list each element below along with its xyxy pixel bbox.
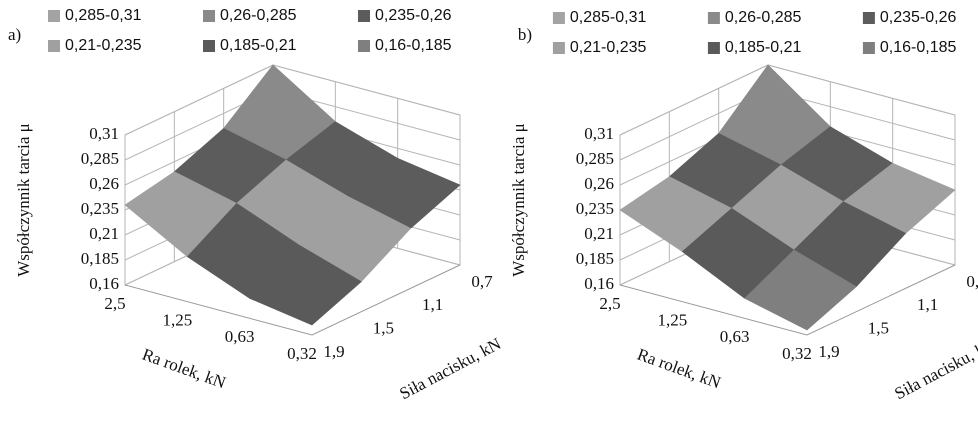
z-tick-label: 0,185 (81, 249, 119, 268)
z-tick-label: 0,185 (576, 249, 614, 268)
legend-swatch (358, 40, 370, 52)
z-tick-label: 0,16 (584, 274, 614, 293)
y-axis-title: Siła nacisku, kN (891, 334, 978, 403)
surface-cell (744, 249, 857, 331)
y-tick-label: 1,5 (868, 319, 889, 338)
z-tick-label: 0,235 (81, 199, 119, 218)
legend-label: 0,185-0,21 (220, 37, 297, 54)
z-tick-label: 0,26 (89, 174, 119, 193)
panel-label: b) (518, 25, 532, 44)
z-axis-title: Współczynnik tarcia μ (14, 123, 33, 277)
legend-label: 0,26-0,285 (220, 7, 297, 24)
legend-label: 0,285-0,31 (65, 7, 142, 24)
legend-swatch (552, 42, 565, 54)
legend-swatch (48, 10, 60, 22)
z-tick-label: 0,31 (584, 124, 614, 143)
legend-label: 0,16-0,185 (880, 39, 957, 56)
z-tick-label: 0,26 (584, 174, 614, 193)
y-tick-label: 1,5 (373, 319, 394, 338)
x-axis-title: Ra rolek, kN (140, 345, 229, 393)
y-tick-label: 0,7 (471, 272, 493, 291)
legend-swatch (358, 10, 370, 22)
x-axis-title: Ra rolek, kN (635, 345, 724, 393)
legend-swatch (203, 40, 215, 52)
legend-swatch (707, 42, 720, 54)
x-tick-label: 0,63 (225, 327, 255, 346)
legend-swatch (862, 12, 875, 24)
y-tick-label: 1,9 (818, 342, 839, 361)
z-tick-label: 0,285 (576, 149, 614, 168)
x-tick-label: 2,5 (104, 294, 125, 313)
x-tick-label: 1,25 (657, 311, 687, 330)
panel-label: a) (8, 25, 21, 44)
legend-label: 0,26-0,285 (725, 9, 802, 26)
y-tick-label: 1,9 (323, 342, 344, 361)
legend-swatch (707, 12, 720, 24)
y-tick-label: 1,1 (422, 295, 443, 314)
x-tick-label: 0,32 (287, 344, 317, 363)
z-axis-title: Współczynnik tarcia μ (509, 123, 528, 277)
axis-line (619, 264, 956, 336)
legend-label: 0,185-0,21 (725, 39, 802, 56)
legend-label: 0,16-0,185 (375, 37, 452, 54)
z-tick-label: 0,21 (584, 224, 614, 243)
legend-label: 0,235-0,26 (880, 9, 957, 26)
legend-label: 0,235-0,26 (375, 7, 452, 24)
y-tick-label: 0,7 (966, 272, 978, 291)
x-tick-label: 1,25 (162, 311, 192, 330)
y-axis-title: Siła nacisku, kN (396, 334, 504, 403)
legend-swatch (862, 42, 875, 54)
z-tick-label: 0,31 (89, 124, 119, 143)
z-tick-label: 0,16 (89, 274, 119, 293)
legend-swatch (203, 10, 215, 22)
y-tick-label: 1,1 (917, 295, 938, 314)
legend-swatch (48, 40, 60, 52)
z-tick-label: 0,21 (89, 224, 119, 243)
x-tick-label: 2,5 (599, 294, 620, 313)
legend-label: 0,285-0,31 (570, 9, 647, 26)
legend-label: 0,21-0,235 (65, 37, 142, 54)
x-tick-label: 0,32 (782, 344, 812, 363)
z-tick-label: 0,235 (576, 199, 614, 218)
legend-swatch (552, 12, 565, 24)
legend-label: 0,21-0,235 (570, 39, 647, 56)
surface-cell (249, 244, 362, 326)
x-tick-label: 0,63 (720, 327, 750, 346)
z-tick-label: 0,285 (81, 149, 119, 168)
axis-line (124, 264, 461, 336)
